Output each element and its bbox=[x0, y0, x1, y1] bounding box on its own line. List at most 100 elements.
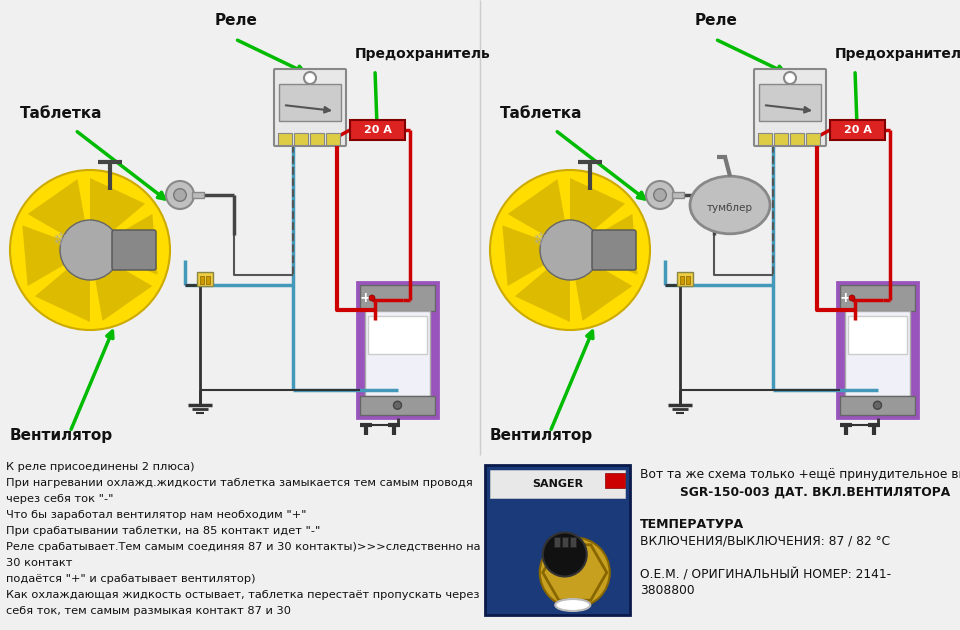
Text: 20 А: 20 А bbox=[364, 125, 392, 135]
Circle shape bbox=[174, 189, 186, 202]
Text: SGR-150-003 ДАТ. ВКЛ.ВЕНТИЛЯТОРА: SGR-150-003 ДАТ. ВКЛ.ВЕНТИЛЯТОРА bbox=[680, 486, 950, 499]
Bar bbox=[677, 272, 693, 286]
Bar bbox=[279, 84, 341, 121]
Text: 30 контакт: 30 контакт bbox=[6, 558, 72, 568]
Polygon shape bbox=[22, 226, 90, 286]
Text: Как охлаждающая жидкость остывает, таблетка перестаёт пропускать через: Как охлаждающая жидкость остывает, табле… bbox=[6, 590, 479, 600]
Polygon shape bbox=[570, 250, 633, 321]
Polygon shape bbox=[28, 179, 90, 250]
Bar bbox=[680, 276, 684, 284]
Bar bbox=[845, 311, 910, 396]
Circle shape bbox=[369, 295, 375, 301]
Polygon shape bbox=[542, 545, 607, 600]
Polygon shape bbox=[90, 250, 153, 321]
Text: К реле присоединены 2 плюса): К реле присоединены 2 плюса) bbox=[6, 462, 195, 472]
Text: Что бы заработал вентилятор нам необходим "+": Что бы заработал вентилятор нам необходи… bbox=[6, 510, 306, 520]
Text: подаётся "+" и срабатывает вентилятор): подаётся "+" и срабатывает вентилятор) bbox=[6, 574, 255, 584]
Ellipse shape bbox=[555, 599, 590, 611]
Circle shape bbox=[60, 220, 120, 280]
Text: Предохранитель: Предохранитель bbox=[355, 47, 491, 61]
Ellipse shape bbox=[690, 176, 770, 234]
Bar bbox=[840, 396, 915, 415]
Circle shape bbox=[304, 72, 316, 84]
Bar bbox=[200, 276, 204, 284]
Bar bbox=[806, 133, 820, 145]
Bar bbox=[758, 133, 772, 145]
Text: 3808800: 3808800 bbox=[640, 584, 695, 597]
Circle shape bbox=[654, 189, 666, 202]
Text: +: + bbox=[359, 291, 371, 305]
Bar bbox=[350, 120, 405, 140]
Polygon shape bbox=[515, 250, 570, 322]
Bar bbox=[365, 311, 430, 396]
Bar bbox=[837, 282, 918, 418]
Text: +: + bbox=[839, 291, 851, 305]
Bar bbox=[360, 285, 435, 311]
Text: О.Е.М. / ОРИГИНАЛЬНЫЙ НОМЕР: 2141-: О.Е.М. / ОРИГИНАЛЬНЫЙ НОМЕР: 2141- bbox=[640, 568, 891, 581]
Bar bbox=[554, 537, 560, 546]
Circle shape bbox=[540, 220, 600, 280]
Circle shape bbox=[784, 72, 796, 84]
Bar bbox=[326, 133, 340, 145]
Circle shape bbox=[542, 532, 587, 576]
Text: Реле срабатывает.Тем самым соединяя 87 и 30 контакты)>>>следственно на: Реле срабатывает.Тем самым соединяя 87 и… bbox=[6, 542, 481, 552]
Bar bbox=[360, 396, 435, 415]
FancyBboxPatch shape bbox=[274, 69, 346, 146]
Circle shape bbox=[490, 170, 650, 330]
Bar bbox=[840, 285, 915, 311]
Bar bbox=[830, 120, 885, 140]
Bar bbox=[206, 276, 210, 284]
Text: Реле: Реле bbox=[215, 13, 258, 28]
Text: ТЕМПЕРАТУРА: ТЕМПЕРАТУРА bbox=[640, 518, 744, 531]
Polygon shape bbox=[570, 178, 625, 250]
Text: тумблер: тумблер bbox=[707, 203, 753, 213]
Bar bbox=[672, 192, 684, 198]
Bar bbox=[197, 272, 213, 286]
Circle shape bbox=[540, 537, 610, 607]
Polygon shape bbox=[570, 214, 637, 275]
Text: При нагревании охлажд.жидкости таблетка замыкается тем самым проводя: При нагревании охлажд.жидкости таблетка … bbox=[6, 478, 472, 488]
Bar bbox=[759, 84, 821, 121]
Text: Вентилятор: Вентилятор bbox=[490, 428, 593, 443]
Polygon shape bbox=[90, 178, 145, 250]
Text: SANGER: SANGER bbox=[532, 479, 583, 489]
Text: Реле: Реле bbox=[695, 13, 738, 28]
Bar bbox=[686, 276, 690, 284]
Bar bbox=[294, 133, 308, 145]
Text: Таблетка: Таблетка bbox=[500, 106, 583, 121]
Text: 20 А: 20 А bbox=[844, 125, 872, 135]
Circle shape bbox=[394, 401, 401, 410]
Bar bbox=[569, 537, 576, 546]
Bar bbox=[774, 133, 788, 145]
Circle shape bbox=[874, 401, 881, 410]
Polygon shape bbox=[35, 250, 90, 322]
Text: Вентилятор: Вентилятор bbox=[10, 428, 113, 443]
FancyBboxPatch shape bbox=[112, 230, 156, 270]
Text: Вот та же схема только +ещё принудительное включение вентилятора.: Вот та же схема только +ещё принудительн… bbox=[640, 468, 960, 481]
Text: Предохранитель: Предохранитель bbox=[835, 47, 960, 61]
Bar bbox=[357, 282, 438, 418]
Bar bbox=[485, 465, 630, 615]
Polygon shape bbox=[502, 226, 570, 286]
Bar bbox=[605, 473, 625, 488]
Bar bbox=[848, 316, 907, 354]
Text: через себя ток "-": через себя ток "-" bbox=[6, 494, 113, 504]
Bar bbox=[562, 537, 567, 546]
Polygon shape bbox=[508, 179, 570, 250]
Bar bbox=[192, 192, 204, 198]
Circle shape bbox=[166, 181, 194, 209]
Bar bbox=[368, 316, 427, 354]
FancyBboxPatch shape bbox=[754, 69, 826, 146]
Circle shape bbox=[10, 170, 170, 330]
Text: Таблетка: Таблетка bbox=[20, 106, 103, 121]
Bar bbox=[310, 133, 324, 145]
Text: себя ток, тем самым размыкая контакт 87 и 30: себя ток, тем самым размыкая контакт 87 … bbox=[6, 606, 291, 616]
Text: ❄: ❄ bbox=[532, 231, 548, 249]
Circle shape bbox=[646, 181, 674, 209]
Text: ❄: ❄ bbox=[52, 231, 68, 249]
FancyBboxPatch shape bbox=[592, 230, 636, 270]
Circle shape bbox=[849, 295, 855, 301]
Polygon shape bbox=[90, 214, 157, 275]
Bar bbox=[790, 133, 804, 145]
Text: ВКЛЮЧЕНИЯ/ВЫКЛЮЧЕНИЯ: 87 / 82 °С: ВКЛЮЧЕНИЯ/ВЫКЛЮЧЕНИЯ: 87 / 82 °С bbox=[640, 534, 890, 547]
